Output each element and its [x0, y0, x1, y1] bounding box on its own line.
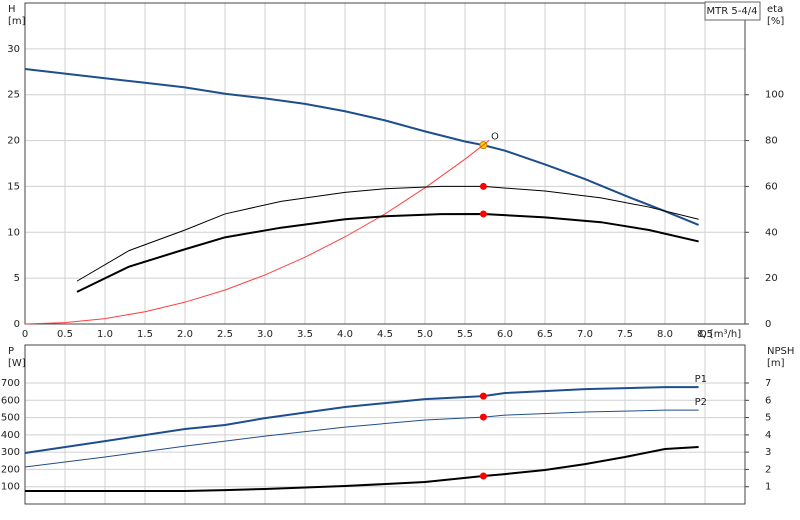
y2-tick-label: 2	[765, 464, 771, 475]
y-tick-label: 5	[14, 273, 20, 284]
y-tick-label: 0	[14, 319, 20, 330]
x-tick-label: 4.5	[377, 329, 393, 340]
duty-point	[479, 472, 487, 480]
y-tick-label: 700	[1, 378, 20, 389]
y-tick-label: 300	[1, 447, 20, 458]
y-tick-label: 10	[7, 227, 20, 238]
x-tick-label: 7.0	[577, 329, 593, 340]
x-tick-label: 4.0	[337, 329, 353, 340]
y-tick-label: 30	[7, 44, 20, 55]
y2-axis-label: [%]	[767, 16, 784, 27]
x-tick-label: 3.0	[257, 329, 273, 340]
y2-tick-label: 3	[765, 447, 771, 458]
y-axis-label: H	[8, 4, 16, 15]
x-tick-label: 0	[22, 329, 28, 340]
plot-frame	[24, 2, 746, 325]
annotation: O	[491, 132, 499, 143]
y-tick-label: 200	[1, 464, 20, 475]
legend-title: MTR 5-4/4	[707, 6, 758, 17]
y-tick-label: 20	[7, 136, 20, 147]
y2-tick-label: 100	[765, 90, 784, 101]
y-tick-label: 400	[1, 430, 20, 441]
x-tick-label: 7.5	[617, 329, 633, 340]
y2-tick-label: 60	[765, 181, 778, 192]
y2-tick-label: 80	[765, 136, 778, 147]
y2-tick-label: 4	[765, 430, 771, 441]
curve	[24, 68, 699, 226]
curve	[24, 409, 699, 468]
y2-tick-label: 1	[765, 482, 771, 493]
x-tick-label: 8.0	[657, 329, 673, 340]
x-tick-label: 6.5	[537, 329, 553, 340]
x-tick-label: 0.5	[57, 329, 73, 340]
x-tick-label: 2.0	[177, 329, 193, 340]
curve	[76, 185, 699, 282]
x-tick-label: 1.0	[97, 329, 113, 340]
curve	[25, 445, 699, 493]
y2-tick-label: 0	[765, 319, 771, 330]
y-tick-label: 25	[7, 90, 20, 101]
duty-point	[479, 210, 487, 218]
x-tick-label: 2.5	[217, 329, 233, 340]
x-tick-label: 6.0	[497, 329, 513, 340]
y-tick-label: 600	[1, 395, 20, 406]
duty-point	[479, 392, 487, 400]
x-tick-label: 8.5	[697, 329, 713, 340]
duty-point	[479, 182, 487, 190]
y2-tick-label: 6	[765, 395, 771, 406]
x-axis-label: Q [m³/h]	[699, 329, 741, 340]
curve-label: P1	[695, 374, 707, 385]
curve	[76, 212, 699, 293]
x-tick-label: 5.0	[417, 329, 433, 340]
curve	[24, 140, 490, 325]
x-tick-label: 5.5	[457, 329, 473, 340]
duty-point	[479, 413, 487, 421]
y2-axis-label: eta	[767, 4, 783, 15]
y2-tick-label: 5	[765, 413, 771, 424]
y2-tick-label: 40	[765, 227, 778, 238]
y-tick-label: 15	[7, 181, 20, 192]
x-tick-label: 1.5	[137, 329, 153, 340]
plot-frame	[24, 344, 746, 505]
x-tick-label: 3.5	[297, 329, 313, 340]
curve-label: P2	[695, 397, 707, 408]
y-axis-label: P	[8, 346, 14, 357]
y-axis-label: [W]	[8, 358, 26, 369]
y-axis-label: [m]	[8, 16, 26, 27]
y-tick-label: 100	[1, 482, 20, 493]
y2-axis-label: [m]	[767, 358, 785, 369]
legend-box	[704, 1, 761, 21]
y2-tick-label: 7	[765, 378, 771, 389]
y-tick-label: 500	[1, 413, 20, 424]
y2-tick-label: 20	[765, 273, 778, 284]
y2-axis-label: NPSH	[767, 346, 794, 357]
curve	[24, 386, 699, 455]
